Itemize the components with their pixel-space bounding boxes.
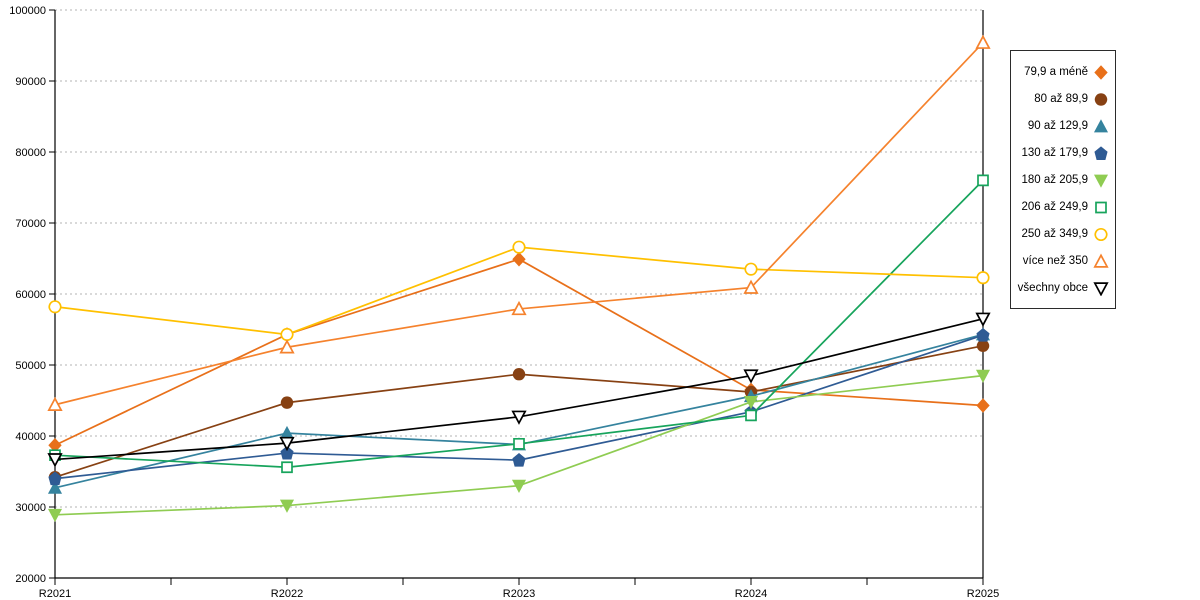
legend-item: více než 350	[1015, 247, 1109, 274]
triangle-up-open-marker-icon	[1093, 252, 1109, 268]
diamond-filled-marker-icon	[976, 398, 990, 413]
axis-tick-label: 60000	[15, 289, 46, 301]
axis-tick-label: 80000	[15, 147, 46, 159]
legend-item-label: více než 350	[1022, 254, 1088, 267]
triangle-up-filled-marker-icon	[47, 480, 63, 494]
diamond-filled-marker-icon	[1094, 64, 1108, 80]
diamond-marker-icon	[1094, 64, 1108, 80]
axis-tick-label: 50000	[15, 360, 46, 372]
axis-tick-label: R2021	[39, 588, 71, 600]
circle-filled-marker-icon	[280, 396, 294, 409]
legend-item-label: 130 až 179,9	[1021, 146, 1088, 159]
triangle-down-filled-marker-icon	[279, 499, 295, 513]
legend-item: 90 až 129,9	[1015, 112, 1109, 139]
circle-open-marker-icon	[744, 262, 758, 276]
series-line-7	[54, 42, 984, 406]
legend-item-label: 250 až 349,9	[1021, 227, 1088, 240]
pentagon-filled-marker-icon	[976, 328, 990, 342]
legend-item-label: 80 až 89,9	[1034, 92, 1088, 105]
triangle-up-open-marker-icon	[511, 300, 527, 316]
triangle-up-open-marker-icon	[279, 339, 295, 354]
axis-tick-label: 100000	[9, 5, 46, 17]
axis-tick-label: 30000	[15, 502, 46, 514]
legend-item: 250 až 349,9	[1015, 220, 1109, 247]
square-open-marker-icon	[745, 409, 757, 422]
triangle-up-open-marker-icon	[1093, 252, 1109, 268]
circle-open-marker-icon	[280, 327, 294, 341]
triangle-down-filled-marker-icon	[47, 508, 63, 523]
circle-open-marker-icon	[1094, 227, 1108, 241]
legend-item-label: všechny obce	[1017, 281, 1088, 294]
axis-tick-label: R2024	[735, 588, 767, 600]
circle-open-marker-icon	[512, 240, 526, 254]
legend-item: 206 až 249,9	[1015, 193, 1109, 220]
pentagon-filled-marker-icon	[512, 452, 526, 467]
square-open-marker-icon	[1095, 201, 1107, 213]
legend-item: 180 až 205,9	[1015, 166, 1109, 193]
circle-filled-marker-icon	[512, 368, 526, 381]
triangle-down-marker-icon	[1093, 174, 1109, 188]
triangle-down-open-marker-icon	[743, 369, 759, 384]
square-open-marker-icon	[281, 461, 293, 474]
triangle-up-open-marker-icon	[975, 34, 991, 49]
pentagon-marker-icon	[1094, 145, 1108, 160]
circle-filled-marker-icon	[1094, 92, 1108, 106]
pentagon-filled-marker-icon	[280, 445, 294, 460]
triangle-down-open-marker-icon	[1093, 281, 1109, 296]
axis-tick-label: R2023	[503, 588, 535, 600]
legend-item: 80 až 89,9	[1015, 85, 1109, 112]
triangle-down-filled-marker-icon	[511, 479, 527, 493]
chart-legend: 79,9 a méně 80 až 89,9 90 až 129,9 130 a…	[1010, 50, 1116, 309]
triangle-up-open-marker-icon	[47, 396, 63, 412]
pentagon-filled-marker-icon	[1094, 145, 1108, 160]
square-open-marker-icon	[1095, 201, 1107, 213]
axis-tick-label: R2022	[271, 588, 303, 600]
axis-tick-label: 70000	[15, 218, 46, 230]
triangle-down-open-marker-icon	[511, 410, 527, 425]
legend-item: všechny obce	[1015, 274, 1109, 301]
axis-tick-label: 40000	[15, 431, 46, 443]
circle-open-marker-icon	[48, 300, 62, 314]
circle-open-marker-icon	[976, 271, 990, 285]
legend-item-label: 180 až 205,9	[1021, 173, 1088, 186]
square-open-marker-icon	[513, 437, 525, 450]
triangle-down-filled-marker-icon	[1093, 174, 1109, 188]
triangle-down-filled-marker-icon	[975, 369, 991, 383]
triangle-up-marker-icon	[1093, 118, 1109, 132]
triangle-down-open-marker-icon	[47, 453, 63, 468]
triangle-down-open-marker-icon	[975, 312, 991, 327]
legend-item-label: 79,9 a méně	[1024, 65, 1088, 78]
triangle-down-open-marker-icon	[1093, 281, 1109, 296]
legend-item-label: 206 až 249,9	[1021, 200, 1088, 213]
circle-marker-icon	[1094, 92, 1108, 106]
circle-filled-marker-icon	[976, 339, 990, 352]
pentagon-filled-marker-icon	[48, 471, 62, 486]
diamond-filled-marker-icon	[512, 251, 526, 267]
square-open-marker-icon	[977, 174, 989, 187]
axis-tick-label: 90000	[15, 76, 46, 88]
legend-item: 130 až 179,9	[1015, 139, 1109, 166]
legend-item: 79,9 a méně	[1015, 58, 1109, 85]
triangle-up-filled-marker-icon	[1093, 118, 1109, 132]
triangle-down-open-marker-icon	[279, 436, 295, 452]
axis-tick-label: 20000	[15, 573, 46, 585]
legend-item-label: 90 až 129,9	[1027, 119, 1088, 132]
axis-tick-label: R2025	[967, 588, 999, 600]
triangle-down-filled-marker-icon	[743, 396, 759, 410]
triangle-up-open-marker-icon	[743, 279, 759, 294]
circle-open-marker-icon	[1094, 227, 1108, 241]
